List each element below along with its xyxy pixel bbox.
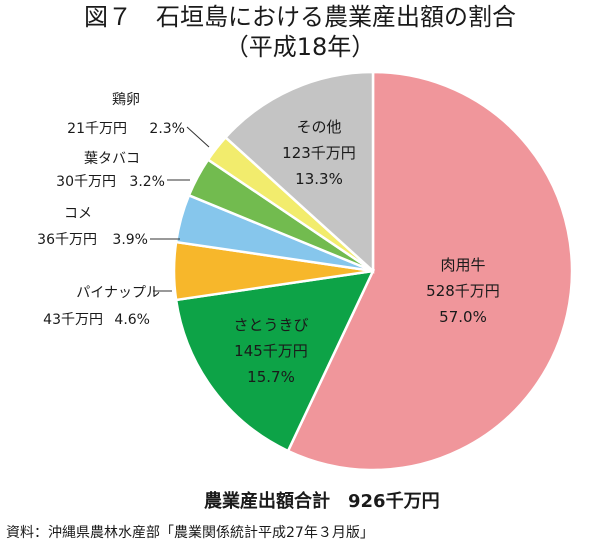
slice-value-label-6: 21千万円	[67, 121, 127, 137]
slice-name-label-6: 鶏卵	[112, 92, 140, 108]
total-label: 農業産出額合計 926千万円	[204, 491, 440, 512]
slice-name-label-2: さとうきび	[233, 316, 308, 334]
slice-percent-label-7: 13.3%	[295, 170, 343, 188]
slice-name-label-3: パイナップル	[76, 285, 160, 301]
slice-value-label-4: 36千万円	[37, 232, 97, 248]
slice-name-label-1: 肉用牛	[440, 256, 485, 274]
slice-name-label-7: その他	[296, 118, 341, 136]
slice-percent-label-2: 15.7%	[247, 368, 295, 386]
slice-percent-label-4: 3.9%	[112, 232, 148, 248]
leader-line-6	[186, 126, 210, 148]
chart-title: 図７ 石垣島における農業産出額の割合	[84, 3, 516, 31]
slice-percent-label-3: 4.6%	[114, 312, 150, 328]
slice-value-label-1: 528千万円	[426, 282, 500, 300]
pie-slice-2	[174, 269, 376, 453]
slice-value-label-5: 30千万円	[56, 174, 116, 190]
slice-percent-label-5: 3.2%	[129, 174, 165, 190]
slice-value-label-3: 43千万円	[43, 312, 103, 328]
pie-slice-7	[223, 70, 375, 274]
slice-value-label-7: 123千万円	[282, 144, 356, 162]
slice-percent-label-6: 2.3%	[149, 121, 185, 137]
chart-subtitle: （平成18年）	[224, 33, 376, 61]
slice-name-label-5: 葉タバコ	[84, 151, 140, 167]
pie-slice-1	[286, 70, 574, 472]
slice-name-label-4: コメ	[64, 206, 92, 222]
slice-percent-label-1: 57.0%	[439, 308, 487, 326]
slice-value-label-2: 145千万円	[234, 342, 308, 360]
source-note: 資料：沖縄県農林水産部「農業関係統計平成27年３月版」	[6, 525, 374, 541]
